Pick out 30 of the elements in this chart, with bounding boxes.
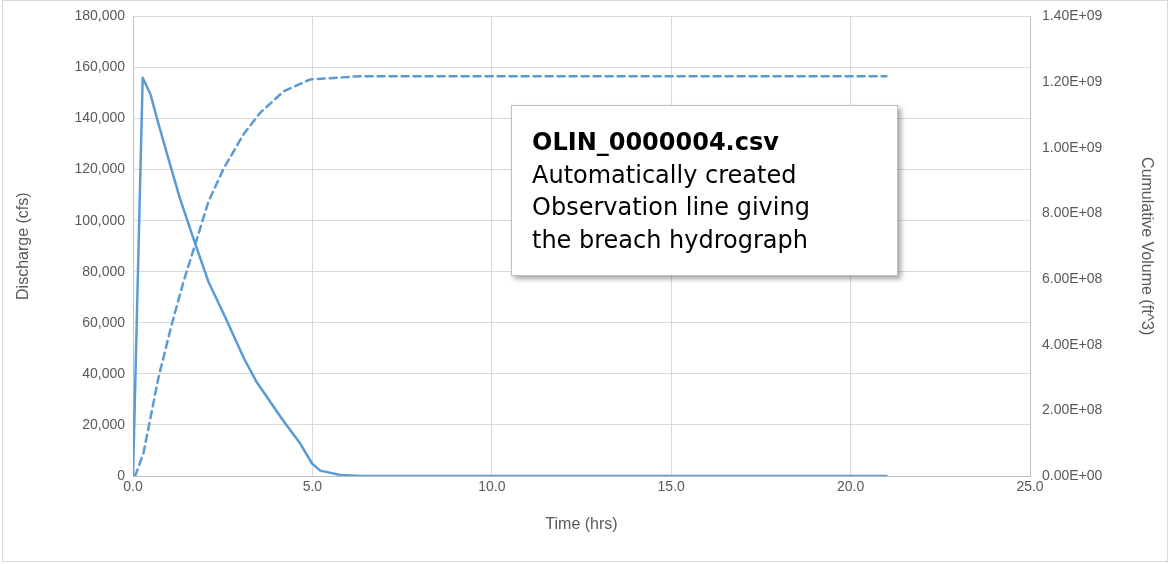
y-tick-label: 180,000: [74, 7, 126, 24]
y-tick-label: 40,000: [82, 364, 126, 381]
y-tick-label: 20,000: [82, 415, 126, 432]
y-axis-title: Discharge (cfs): [14, 192, 32, 300]
y2-tick-label: 6.00E+08: [1042, 269, 1103, 286]
y2-tick-label: 4.00E+08: [1042, 335, 1103, 352]
y2-tick-label: 1.20E+09: [1042, 72, 1103, 89]
x-tick-label: 10.0: [478, 478, 506, 495]
y-tick-label: 100,000: [74, 211, 126, 228]
annotation: the breach hydrograph: [532, 224, 810, 256]
x-tick-label: 20.0: [836, 478, 865, 495]
x-axis-title: Time (hrs): [545, 514, 618, 532]
y2-tick-label: 8.00E+08: [1042, 204, 1103, 221]
y2-tick-label: 0.00E+00: [1042, 466, 1103, 483]
y2-tick-label: 2.00E+08: [1042, 401, 1103, 418]
x-tick-label: 25.0: [1016, 478, 1044, 495]
y-tick-label: 60,000: [82, 313, 126, 330]
y-tick-label: 160,000: [74, 58, 126, 75]
y-tick-label: 120,000: [74, 160, 126, 177]
x-tick-label: 0.0: [123, 478, 143, 495]
annotation: Automatically created: [532, 159, 798, 191]
y2-tick-label: 1.40E+09: [1042, 7, 1103, 24]
y2-tick-label: 1.00E+09: [1042, 138, 1103, 155]
y2-axis-title: Cumulative Volume (ft^3): [1138, 157, 1156, 336]
y-tick-label: 140,000: [74, 109, 126, 126]
annotation: Observation line giving: [532, 192, 811, 224]
y-tick-label: 80,000: [82, 262, 126, 279]
x-tick-label: 5.0: [302, 478, 323, 495]
annotation: OLIN_0000004.csv: [532, 127, 780, 158]
x-tick-label: 15.0: [657, 478, 686, 495]
